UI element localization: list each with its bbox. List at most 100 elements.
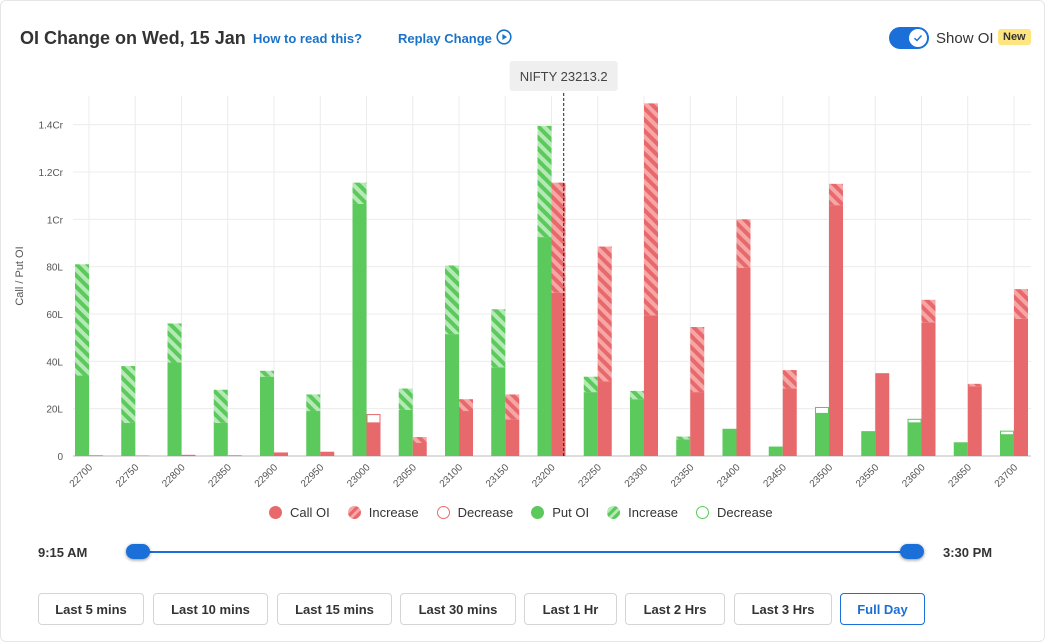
put-increase-bar: [630, 390, 644, 400]
y-tick-label: 20L: [46, 405, 63, 416]
call-increase-bar: [1014, 289, 1028, 319]
legend-call-increase: Increase: [347, 504, 419, 520]
put-oi-bar: [491, 367, 506, 456]
legend-call-decrease: Decrease: [436, 504, 514, 520]
put-oi-bar: [768, 446, 783, 456]
x-tick-label: 23250: [576, 462, 604, 490]
put-oi-bar: [861, 431, 876, 456]
put-increase-bar: [352, 182, 367, 204]
put-oi-swatch: [531, 505, 545, 519]
legend-put-decrease: Decrease: [695, 504, 773, 520]
call-oi-bar: [875, 373, 890, 456]
x-tick-label: 23200: [530, 462, 558, 490]
put-increase-bar: [75, 264, 89, 376]
toggle-knob: [909, 29, 927, 47]
range-button-last-10-mins[interactable]: Last 10 mins: [153, 593, 268, 625]
chart-legend: Call OI Increase Decrease Put OI Increas…: [269, 504, 773, 520]
range-button-last-15-mins[interactable]: Last 15 mins: [277, 593, 392, 625]
y-tick-label: 1.4Cr: [39, 121, 64, 132]
call-oi-bar: [782, 388, 797, 456]
call-increase-bar: [459, 399, 473, 412]
call-increase-bar: [690, 327, 705, 393]
play-circle-icon[interactable]: [496, 29, 512, 45]
range-button-last-3-hrs[interactable]: Last 3 Hrs: [734, 593, 832, 625]
end-time-label: 3:30 PM: [943, 545, 993, 560]
call-increase-bar: [782, 370, 797, 389]
x-tick-label: 23500: [808, 462, 836, 490]
call-oi-bar: [967, 386, 982, 456]
put-oi-bar: [398, 409, 413, 456]
new-badge: New: [998, 29, 1031, 45]
legend-label: Decrease: [716, 504, 773, 520]
call-oi-bar: [505, 419, 520, 456]
call-oi-bar: [412, 442, 427, 456]
call-oi-bar: [690, 392, 705, 456]
check-icon: [914, 35, 923, 42]
put-oi-bar: [75, 375, 89, 456]
put-increase-bar: [537, 125, 552, 238]
call-oi-bar: [829, 205, 843, 456]
put-increase-bar: [167, 323, 182, 363]
range-button-last-30-mins[interactable]: Last 30 mins: [400, 593, 516, 625]
start-time-label: 9:15 AM: [38, 545, 88, 560]
put-decrease-bar: [907, 418, 922, 424]
call-oi-bar: [736, 267, 751, 456]
x-tick-label: 23650: [946, 462, 974, 490]
put-oi-bar: [815, 413, 829, 456]
show-oi-label: Show OI: [936, 30, 994, 47]
call-increase-bar: [644, 103, 658, 316]
call-oi-bar: [274, 452, 288, 456]
call-increase-bar: [967, 383, 982, 387]
range-button-last-1-hr[interactable]: Last 1 Hr: [524, 593, 617, 625]
call-oi-bar: [551, 292, 566, 456]
x-tick-label: 23300: [623, 462, 651, 490]
put-increase-bar: [583, 376, 598, 393]
x-tick-label: 23450: [761, 462, 789, 490]
call-increase-swatch: [347, 505, 361, 519]
y-tick-label: 60L: [46, 310, 63, 321]
put-increase-bar: [306, 394, 321, 412]
legend-put-oi: Put OI: [531, 505, 589, 520]
show-oi-toggle[interactable]: [889, 27, 929, 49]
put-oi-bar: [213, 422, 228, 456]
call-increase-bar: [736, 219, 751, 268]
put-oi-bar: [722, 428, 737, 456]
call-increase-bar: [829, 183, 843, 206]
put-oi-bar: [630, 399, 644, 456]
time-slider-end-handle[interactable]: [900, 544, 924, 559]
y-tick-label: 1.2Cr: [39, 168, 64, 179]
call-oi-bar: [459, 411, 473, 456]
legend-label: Decrease: [457, 504, 514, 520]
put-increase-bar: [121, 366, 136, 423]
y-tick-label: 80L: [46, 263, 63, 274]
put-oi-bar: [537, 237, 552, 456]
legend-label: Put OI: [552, 504, 590, 520]
x-tick-label: 22900: [253, 462, 281, 490]
call-increase-bar: [921, 299, 936, 323]
put-increase-bar: [398, 388, 413, 410]
put-decrease-bar: [815, 406, 829, 414]
time-slider-start-handle[interactable]: [126, 544, 150, 559]
x-tick-label: 22800: [160, 462, 188, 490]
legend-label: Increase: [368, 504, 419, 520]
x-tick-label: 23400: [715, 462, 743, 490]
range-button-full-day[interactable]: Full Day: [840, 593, 925, 625]
call-increase-bar: [597, 246, 612, 382]
put-oi-bar: [121, 422, 136, 456]
call-increase-bar: [551, 182, 566, 293]
legend-label: Call OI: [290, 504, 330, 520]
y-tick-label: 40L: [46, 357, 63, 368]
y-tick-label: 0: [57, 452, 63, 463]
replay-change-link[interactable]: Replay Change: [398, 31, 492, 46]
x-tick-label: 23700: [993, 462, 1021, 490]
call-oi-swatch: [269, 505, 282, 519]
time-slider-track[interactable]: [138, 551, 912, 553]
how-to-read-link[interactable]: How to read this?: [253, 31, 363, 46]
range-button-last-5-mins[interactable]: Last 5 mins: [38, 593, 144, 625]
call-decrease-swatch: [436, 505, 450, 519]
put-oi-bar: [1000, 434, 1014, 456]
range-button-last-2-hrs[interactable]: Last 2 Hrs: [625, 593, 725, 625]
put-oi-bar: [260, 376, 274, 456]
put-oi-bar: [167, 362, 182, 456]
